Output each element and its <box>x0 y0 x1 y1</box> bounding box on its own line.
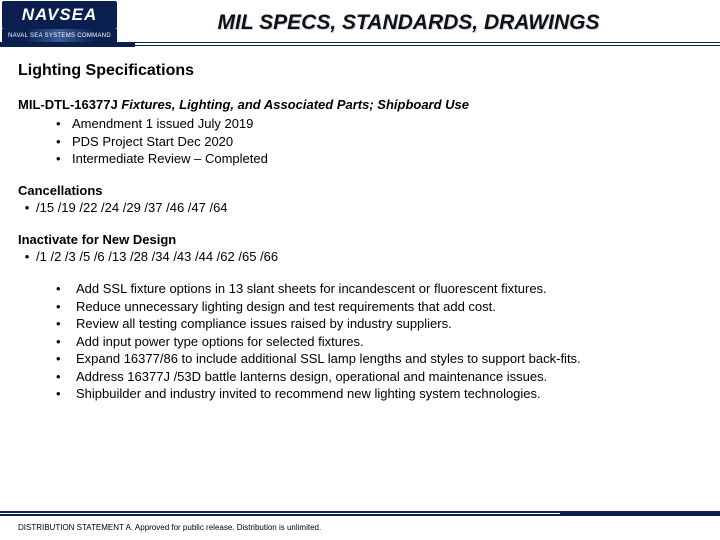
inactivate-row: • /1 /2 /3 /5 /6 /13 /28 /34 /43 /44 /62… <box>18 248 702 266</box>
bullet-text: Add SSL fixture options in 13 slant shee… <box>76 280 547 298</box>
inactivate-block: Inactivate for New Design • /1 /2 /3 /5 … <box>18 231 702 266</box>
slide-title: MIL SPECS, STANDARDS, DRAWINGS <box>117 11 720 35</box>
navsea-logo: NAVSEA NAVAL SEA SYSTEMS COMMAND <box>2 1 117 45</box>
list-item: •Add SSL fixture options in 13 slant she… <box>56 280 702 298</box>
spec-bullets: •Amendment 1 issued July 2019 •PDS Proje… <box>56 115 702 168</box>
list-item: •Intermediate Review – Completed <box>56 150 702 168</box>
bullet-text: Address 16377J /53D battle lanterns desi… <box>76 368 547 386</box>
list-item: •Expand 16377/86 to include additional S… <box>56 350 702 368</box>
footer-rule <box>0 511 720 515</box>
bullet-text: Expand 16377/86 to include additional SS… <box>76 350 581 368</box>
list-item: •Review all testing compliance issues ra… <box>56 315 702 333</box>
cancellations-values: /15 /19 /22 /24 /29 /37 /46 /47 /64 <box>36 199 228 217</box>
header: NAVSEA NAVAL SEA SYSTEMS COMMAND MIL SPE… <box>0 0 720 46</box>
inactivate-values: /1 /2 /3 /5 /6 /13 /28 /34 /43 /44 /62 /… <box>36 248 278 266</box>
header-rule <box>0 42 720 46</box>
spec-id: MIL-DTL-16377J <box>18 97 118 112</box>
bullet-text: Review all testing compliance issues rai… <box>76 315 452 333</box>
list-item: •Address 16377J /53D battle lanterns des… <box>56 368 702 386</box>
spec-heading: MIL-DTL-16377J Fixtures, Lighting, and A… <box>18 96 702 114</box>
list-item: •PDS Project Start Dec 2020 <box>56 133 702 151</box>
section-title: Lighting Specifications <box>18 60 702 82</box>
logo-text-top: NAVSEA <box>2 1 117 29</box>
list-item: •Reduce unnecessary lighting design and … <box>56 298 702 316</box>
list-item: •Add input power type options for select… <box>56 333 702 351</box>
list-item: •Amendment 1 issued July 2019 <box>56 115 702 133</box>
bullet-text: Reduce unnecessary lighting design and t… <box>76 298 496 316</box>
content: Lighting Specifications MIL-DTL-16377J F… <box>0 46 720 403</box>
actions-block: •Add SSL fixture options in 13 slant she… <box>18 280 702 403</box>
bullet-text: Add input power type options for selecte… <box>76 333 364 351</box>
bullet-text: PDS Project Start Dec 2020 <box>72 133 233 151</box>
bullet-text: Intermediate Review – Completed <box>72 150 268 168</box>
bullet-text: Shipbuilder and industry invited to reco… <box>76 385 541 403</box>
cancellations-row: • /15 /19 /22 /24 /29 /37 /46 /47 /64 <box>18 199 702 217</box>
list-item: •Shipbuilder and industry invited to rec… <box>56 385 702 403</box>
inactivate-head: Inactivate for New Design <box>18 231 702 249</box>
cancellations-head: Cancellations <box>18 182 702 200</box>
distribution-statement: DISTRIBUTION STATEMENT A. Approved for p… <box>18 523 321 532</box>
spec-title: Fixtures, Lighting, and Associated Parts… <box>121 97 469 112</box>
bullet-text: Amendment 1 issued July 2019 <box>72 115 253 133</box>
cancellations-block: Cancellations • /15 /19 /22 /24 /29 /37 … <box>18 182 702 217</box>
